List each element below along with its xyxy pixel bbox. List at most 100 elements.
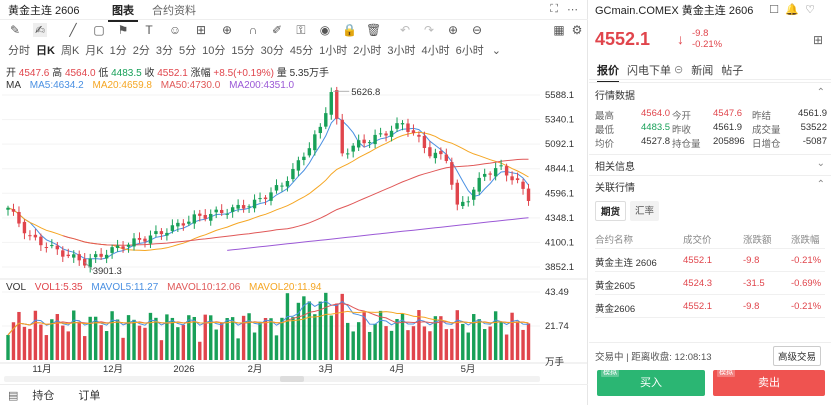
settings-icon[interactable]: ⚙	[571, 23, 583, 37]
pen-icon[interactable]: ✎	[9, 23, 21, 37]
star-icon[interactable]: ♡	[805, 4, 815, 16]
value: 53522	[800, 122, 827, 133]
period-8[interactable]: 10分	[202, 45, 226, 57]
period-2[interactable]: 周K	[60, 45, 80, 57]
lock-closed-icon[interactable]: 🔒	[342, 23, 357, 37]
grid-view-icon[interactable]: ⊞	[812, 33, 823, 47]
candle-body	[335, 90, 339, 119]
price-chart[interactable]: 5588.1 5340.1 5092.1 4844.1 4596.1 4348.1 4100…	[0, 60, 588, 384]
grid-icon[interactable]: ▤	[8, 389, 19, 402]
drawing-toolbar: ✎ ✍ ╱ ▢ ⚑ T ☺ ⊞ ⊕ ∩ ✐ ⚿ ◉ 🔒 🗑 ↶ ↷ ⊕ ⊖ ▦ …	[0, 19, 588, 41]
info-icon[interactable]: ⊝	[674, 64, 684, 76]
advanced-trade-button[interactable]: 高级交易	[773, 346, 822, 366]
chevron-up-icon-2[interactable]: ⌃	[816, 179, 825, 190]
period-selector: 分时 日K 周K 月K 1分 2分 3分 5分 10分 15分 30分 45分 1小时 2小时 3小时 4小时…	[0, 41, 501, 59]
tab-contract-info[interactable]: 合约资料	[152, 4, 196, 17]
line-icon[interactable]: ╱	[69, 23, 77, 37]
volume-bar	[236, 338, 240, 360]
time-tick-label: 3月	[319, 364, 334, 375]
quote-tab-0[interactable]: 报价	[597, 62, 619, 83]
candle-body	[28, 235, 32, 237]
label: 最低	[595, 125, 615, 136]
bell-icon[interactable]: ☐	[769, 4, 779, 16]
period-7[interactable]: 5分	[179, 45, 197, 57]
close-icon[interactable]: ⋯	[567, 4, 578, 16]
volume-bar	[439, 316, 443, 360]
measure-icon[interactable]: ⊞	[195, 23, 207, 37]
period-13[interactable]: 2小时	[353, 45, 382, 57]
label: 均价	[595, 139, 615, 150]
candle-body	[22, 221, 27, 234]
zoom-in-icon[interactable]: ⊕	[447, 23, 459, 37]
volume-bar	[411, 326, 416, 360]
flag-icon[interactable]: ⚑	[117, 23, 129, 37]
quote-tab-3[interactable]: 帖子	[721, 64, 744, 77]
zoom-out-icon[interactable]: ⊖	[471, 23, 483, 37]
period-5[interactable]: 2分	[132, 45, 150, 57]
period-0[interactable]: 分时	[8, 45, 30, 57]
chevron-down-icon[interactable]: ⌄	[816, 158, 825, 169]
candle-body	[72, 254, 76, 258]
sell-button[interactable]: 模拟 卖出	[713, 369, 825, 396]
period-11[interactable]: 45分	[289, 45, 314, 57]
volume-bar	[356, 322, 361, 360]
zoom-icon[interactable]: ⊕	[221, 23, 233, 37]
trash-icon[interactable]: 🗑	[366, 23, 382, 37]
table-row[interactable]: 黄金2606 4552.1 -9.8 -0.21%	[595, 295, 825, 318]
period-12[interactable]: 1小时	[319, 45, 348, 57]
high-annotation: 5626.8	[351, 87, 380, 98]
quote-tabs: 报价 闪电下单 ⊝ 新闻 帖子	[589, 60, 831, 83]
orders-tab[interactable]: 订单	[78, 390, 101, 402]
period-4[interactable]: 1分	[109, 45, 127, 57]
period-3[interactable]: 月K	[85, 45, 104, 57]
volume-tick-label: 43.49	[545, 287, 569, 298]
volume-bar	[6, 334, 10, 360]
ma-label: MA	[6, 80, 21, 91]
table-row[interactable]: 黄金2605 4524.3 -31.5 -0.69%	[595, 272, 825, 295]
chevron-up-icon[interactable]: ⌃	[816, 87, 825, 98]
volume-bar	[362, 312, 366, 360]
horizontal-scrollbar	[4, 376, 540, 382]
layout-icon[interactable]: ▦	[553, 23, 565, 37]
alert-icon[interactable]: 🔔	[785, 4, 799, 16]
holdings-tab[interactable]: 持仓	[32, 390, 55, 402]
lock-icon[interactable]: ⚿	[296, 23, 306, 37]
quote-tab-1[interactable]: 闪电下单	[627, 64, 671, 77]
volume-bar	[219, 322, 224, 360]
value: 4547.6	[713, 108, 743, 119]
rect-icon[interactable]: ▢	[93, 23, 105, 37]
expand-icon[interactable]: ⛶	[550, 3, 558, 15]
draw-icon[interactable]: ✍	[33, 23, 47, 37]
redo-icon[interactable]: ↷	[423, 23, 435, 37]
volume-bar	[159, 340, 164, 360]
period-9[interactable]: 15分	[231, 45, 255, 57]
paint-icon[interactable]: ✐	[271, 23, 283, 37]
subtab-1[interactable]: 汇率	[630, 201, 660, 221]
related-market-title[interactable]: 关联行情	[595, 183, 635, 194]
period-dropdown-icon[interactable]: ⌄	[491, 44, 501, 57]
volume-bar	[444, 329, 449, 360]
period-16[interactable]: 6小时	[455, 45, 484, 57]
volume-bar	[263, 317, 268, 360]
volume-bar	[143, 327, 147, 360]
candle-body	[50, 245, 54, 247]
undo-icon[interactable]: ↶	[399, 23, 411, 37]
period-6[interactable]: 3分	[155, 45, 174, 57]
period-15[interactable]: 4小时	[421, 45, 450, 57]
magnet-icon[interactable]: ∩	[248, 23, 258, 37]
tab-chart[interactable]: 图表	[108, 2, 138, 22]
period-10[interactable]: 30分	[260, 45, 284, 57]
period-1[interactable]: 日K	[36, 45, 55, 57]
buy-button[interactable]: 模拟 买入	[597, 369, 705, 396]
subtab-0[interactable]: 期货	[595, 201, 627, 221]
label: 昨结	[752, 111, 772, 122]
table-row[interactable]: 黄金主连 2606 4552.1 -9.8 -0.21%	[595, 249, 825, 272]
smile-icon[interactable]: ☺	[168, 23, 182, 37]
volume-bar	[461, 323, 465, 360]
related-info-title[interactable]: 相关信息	[595, 162, 635, 173]
text-icon[interactable]: T	[145, 23, 153, 37]
eye-icon[interactable]: ◉	[319, 23, 331, 37]
mavol5-value: MAVOL5:11.27	[91, 282, 159, 293]
quote-tab-2[interactable]: 新闻	[691, 64, 714, 77]
period-14[interactable]: 3小时	[387, 45, 416, 57]
